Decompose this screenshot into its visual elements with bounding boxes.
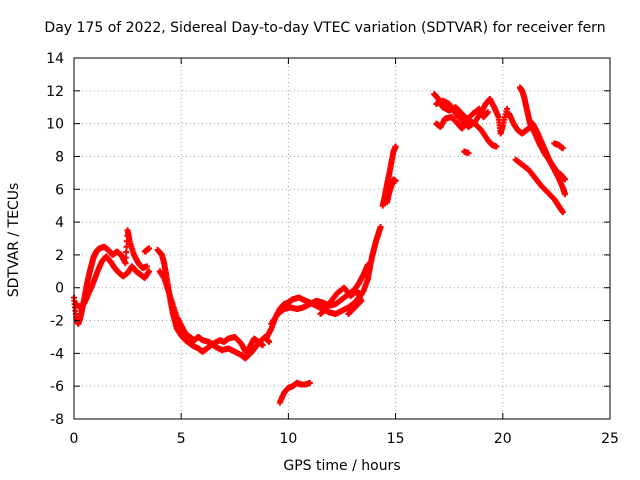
x-tick-label: 25 — [601, 431, 619, 447]
chart-title: Day 175 of 2022, Sidereal Day-to-day VTE… — [44, 20, 605, 36]
data-points — [71, 84, 568, 406]
y-tick-label: 6 — [55, 182, 64, 198]
data-point — [559, 209, 566, 216]
series-trace-i — [379, 143, 399, 209]
series-trace-n — [433, 105, 491, 132]
data-point — [122, 254, 129, 261]
y-tick-label: 12 — [46, 84, 64, 100]
y-tick-label: 0 — [55, 281, 64, 297]
series-trace-g — [268, 261, 371, 327]
y-tick-label: -4 — [50, 346, 64, 362]
x-tick-label: 5 — [177, 431, 186, 447]
series-trace-c — [141, 245, 153, 255]
data-point — [123, 249, 130, 256]
data-point — [377, 224, 384, 231]
data-point — [259, 342, 266, 349]
data-point — [559, 145, 566, 152]
series-trace-o — [461, 148, 472, 157]
series-trace-t — [512, 156, 566, 216]
series-trace-a — [71, 227, 150, 327]
series-trace-r — [529, 120, 568, 198]
y-axis-tick-labels: -8 -6 -4 -2 0 2 4 6 8 10 12 14 — [46, 51, 64, 428]
data-point — [392, 143, 399, 150]
x-tick-label: 20 — [494, 431, 512, 447]
x-tick-label: 10 — [279, 431, 297, 447]
data-point — [504, 105, 511, 112]
y-tick-label: -8 — [50, 412, 64, 428]
series-trace-e — [156, 268, 273, 362]
x-axis-tick-labels: 0 5 10 15 20 25 — [70, 431, 619, 447]
y-tick-label: 14 — [46, 51, 64, 67]
data-point — [146, 245, 153, 252]
data-point — [143, 263, 150, 270]
series-trace-p — [506, 110, 534, 137]
data-point — [561, 191, 568, 198]
series-trace-j — [384, 176, 399, 206]
data-point — [392, 178, 399, 185]
series-trace-s — [551, 140, 566, 152]
series-trace-k — [276, 379, 313, 406]
series-trace-f — [263, 224, 384, 340]
y-tick-label: 4 — [55, 215, 64, 231]
data-point — [493, 143, 500, 150]
x-axis-label: GPS time / hours — [283, 458, 400, 474]
y-tick-label: 10 — [46, 117, 64, 133]
x-tick-label: 15 — [387, 431, 405, 447]
data-point — [122, 260, 129, 267]
data-point — [146, 268, 153, 275]
series-trace-b — [73, 253, 153, 311]
data-point — [465, 150, 472, 157]
data-point — [561, 176, 568, 183]
data-point — [345, 310, 352, 317]
data-point — [484, 109, 491, 116]
plot-frame — [73, 57, 611, 420]
data-point — [266, 338, 273, 345]
y-tick-label: -2 — [50, 314, 64, 330]
y-tick-label: 8 — [55, 149, 64, 165]
axis-ticks — [73, 57, 611, 420]
y-tick-label: -6 — [50, 379, 64, 395]
x-tick-label: 0 — [70, 431, 79, 447]
series-trace-h — [317, 284, 365, 317]
data-point — [306, 379, 313, 386]
y-axis-label: SDTVAR / TECUs — [6, 183, 22, 298]
data-point — [364, 261, 371, 268]
y-tick-label: 2 — [55, 248, 64, 264]
